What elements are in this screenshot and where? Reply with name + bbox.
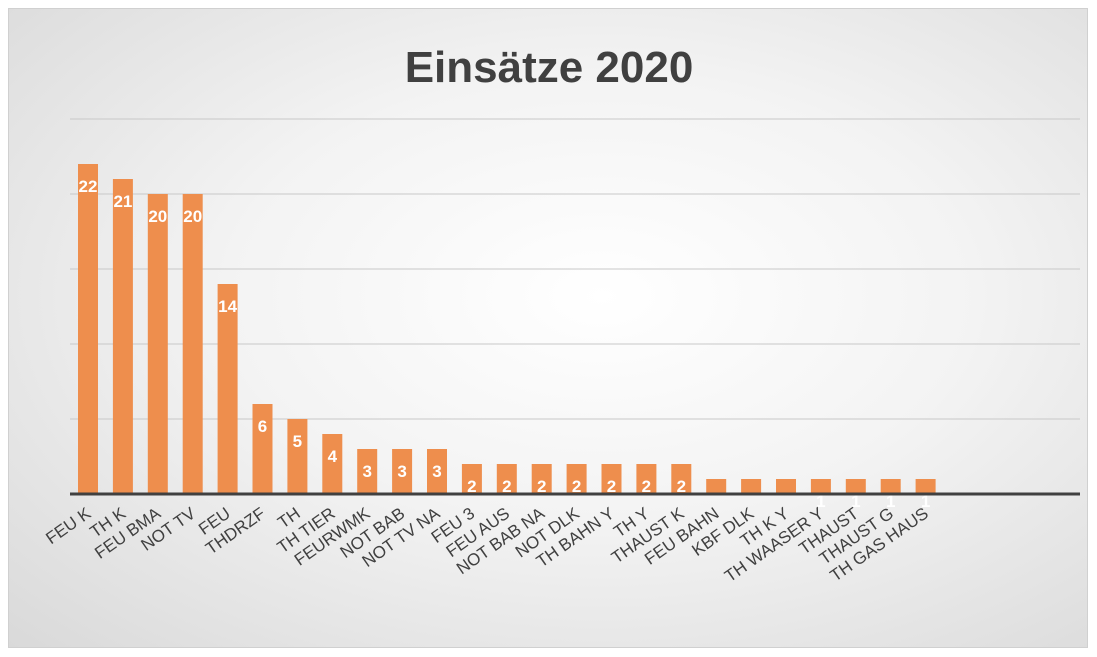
data-label: 4 bbox=[328, 447, 338, 466]
data-label: 2 bbox=[467, 477, 476, 496]
data-label: 1 bbox=[886, 492, 895, 511]
data-label: 6 bbox=[258, 417, 267, 436]
bar bbox=[322, 434, 343, 494]
data-label: 2 bbox=[677, 477, 686, 496]
bar bbox=[601, 464, 622, 494]
data-label: 5 bbox=[293, 432, 302, 451]
data-label: 20 bbox=[148, 207, 167, 226]
bar bbox=[252, 404, 273, 494]
data-label: 3 bbox=[362, 462, 371, 481]
data-label: 2 bbox=[607, 477, 616, 496]
data-label: 22 bbox=[79, 177, 98, 196]
chart-title: Einsätze 2020 bbox=[404, 43, 694, 92]
bar bbox=[112, 179, 133, 494]
bar bbox=[427, 449, 447, 494]
bar bbox=[915, 479, 936, 494]
data-label: 1 bbox=[816, 492, 825, 511]
bar bbox=[636, 464, 657, 494]
bar bbox=[496, 464, 517, 494]
data-label: 14 bbox=[218, 297, 237, 316]
data-label: 20 bbox=[183, 207, 202, 226]
data-label: 2 bbox=[642, 477, 651, 496]
bar bbox=[810, 479, 831, 494]
bar bbox=[776, 479, 796, 494]
data-label: 3 bbox=[432, 462, 441, 481]
bar bbox=[147, 194, 168, 494]
data-label: 1 bbox=[921, 492, 930, 511]
bar bbox=[217, 284, 238, 494]
bar bbox=[741, 479, 762, 494]
bar bbox=[845, 479, 866, 494]
bar bbox=[78, 164, 98, 494]
bar bbox=[287, 419, 308, 494]
bar bbox=[392, 449, 413, 494]
data-label: 2 bbox=[502, 477, 511, 496]
bar bbox=[182, 194, 203, 494]
bar bbox=[706, 479, 727, 494]
data-label: 2 bbox=[572, 477, 581, 496]
bar bbox=[566, 464, 587, 494]
data-label: 1 bbox=[851, 492, 860, 511]
bar bbox=[671, 464, 692, 494]
bar bbox=[461, 464, 482, 494]
bar bbox=[880, 479, 901, 494]
data-label: 3 bbox=[397, 462, 406, 481]
data-label: 21 bbox=[113, 192, 132, 211]
bar bbox=[531, 464, 552, 494]
data-label: 2 bbox=[537, 477, 546, 496]
bar bbox=[357, 449, 378, 494]
